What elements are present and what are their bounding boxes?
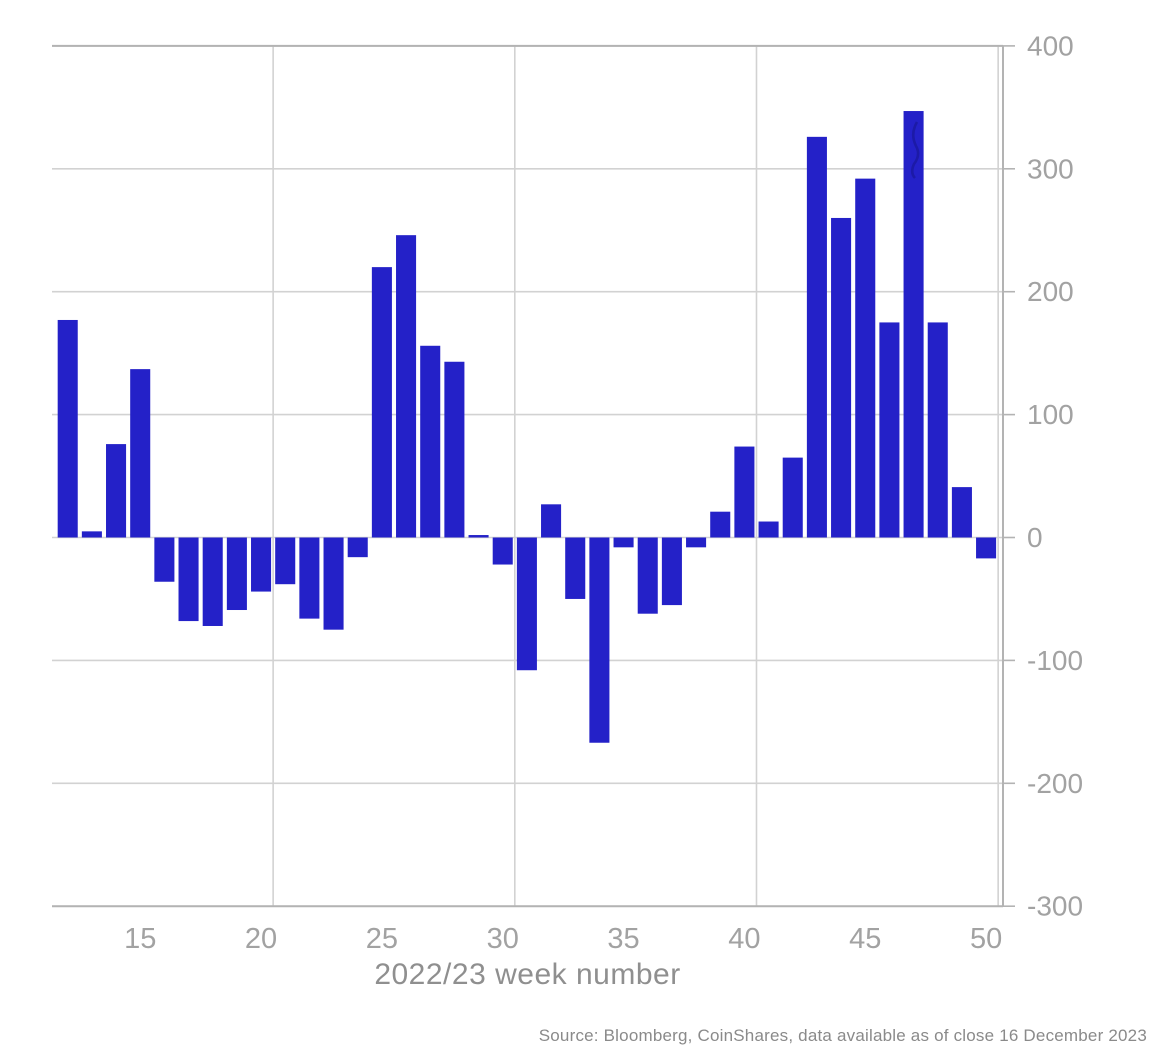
bar-week-47 [903, 111, 924, 538]
bar-week-31 [516, 537, 537, 671]
bar-week-38 [686, 537, 707, 548]
bar-week-13 [81, 531, 102, 538]
x-tick-label-20: 20 [245, 923, 277, 955]
bar-week-17 [178, 537, 199, 622]
y-tick-label--200: -200 [1027, 768, 1083, 799]
bar-week-49 [951, 487, 972, 538]
bar-week-46 [879, 322, 900, 538]
bar-week-23 [323, 537, 344, 630]
bar-week-43 [806, 136, 827, 538]
bar-week-45 [855, 178, 876, 538]
bar-week-36 [637, 537, 658, 614]
bar-week-19 [226, 537, 247, 611]
bar-week-42 [782, 457, 803, 538]
bar-week-29 [468, 535, 489, 538]
bar-week-50 [976, 537, 997, 559]
x-tick-label-30: 30 [487, 923, 519, 955]
bar-week-22 [299, 537, 320, 619]
bar-week-12 [57, 319, 78, 538]
bar-week-14 [106, 444, 127, 538]
bar-week-41 [758, 521, 779, 538]
bar-week-27 [420, 345, 441, 538]
bar-week-15 [130, 369, 151, 538]
y-tick-label--300: -300 [1027, 891, 1083, 922]
bar-week-48 [927, 322, 948, 538]
bar-week-24 [347, 537, 368, 558]
bar-week-16 [154, 537, 175, 582]
bar-week-40 [734, 446, 755, 538]
y-tick-label-0: 0 [1027, 522, 1043, 553]
y-tick-label-200: 200 [1027, 276, 1074, 307]
bar-week-33 [565, 537, 586, 599]
y-tick-label-100: 100 [1027, 399, 1074, 430]
bar-week-34 [589, 537, 610, 743]
source-caption: Source: Bloomberg, CoinShares, data avai… [538, 1026, 1147, 1045]
bar-week-32 [541, 504, 562, 538]
bar-week-44 [831, 217, 852, 538]
bar-week-35 [613, 537, 634, 548]
bar-week-37 [661, 537, 682, 606]
x-tick-label-15: 15 [124, 923, 156, 955]
y-tick-label-300: 300 [1027, 153, 1074, 184]
bar-week-18 [202, 537, 223, 626]
bar-week-20 [251, 537, 272, 592]
y-tick-label-400: 400 [1027, 30, 1074, 61]
bar-week-30 [492, 537, 513, 565]
bar-week-39 [710, 511, 731, 538]
y-tick-label--100: -100 [1027, 645, 1083, 676]
bar-week-28 [444, 361, 465, 538]
bar-week-21 [275, 537, 296, 585]
bar-week-26 [396, 235, 417, 538]
x-tick-label-50: 50 [970, 923, 1002, 955]
scribble-artifact [910, 121, 920, 179]
x-tick-label-25: 25 [366, 923, 398, 955]
x-tick-label-35: 35 [607, 923, 639, 955]
x-tick-label-40: 40 [728, 923, 760, 955]
x-axis-title: 2022/23 week number [374, 958, 681, 991]
x-tick-label-45: 45 [849, 923, 881, 955]
bar-week-25 [371, 267, 392, 538]
